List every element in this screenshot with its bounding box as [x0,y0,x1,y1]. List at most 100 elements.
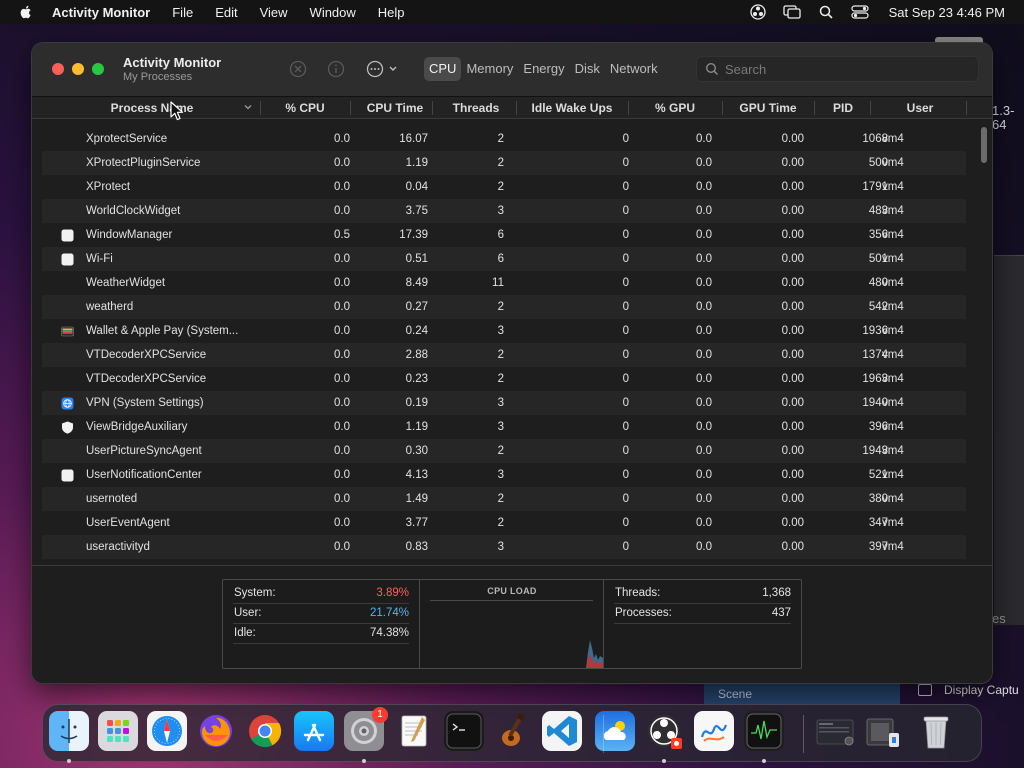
menu-clock[interactable]: Sat Sep 23 4:46 PM [888,4,1005,20]
apple-logo-icon[interactable] [18,4,34,20]
column-cpu-time[interactable]: CPU Time [366,101,424,115]
table-row[interactable]: WorldClockWidget 0.0 3.75 3 0 0.0 0.00 483 vm4 [42,199,966,223]
gpu-time-cell: 0.00 [781,157,804,169]
column-pid[interactable]: PID [832,101,853,115]
safari-icon[interactable] [147,711,187,751]
textedit-icon[interactable] [394,711,434,751]
finder-icon[interactable] [49,711,89,751]
window-preview-2[interactable] [863,711,903,751]
cpu-time-cell: 17.39 [399,229,428,241]
user-cell: vm4 [882,229,904,241]
menu-file[interactable]: File [172,4,194,20]
table-row[interactable]: VPN (System Settings) 0.0 0.19 3 0 0.0 0.00 194… [42,391,966,415]
process-name-cell: XProtect [86,181,131,193]
table-row[interactable]: Wi-Fi 0.0 0.51 6 0 0.0 0.00 501 vm4 [42,247,966,271]
processes-stat: Processes: 437 [614,604,791,624]
table-row[interactable]: VTDecoderXPCService 0.0 2.88 2 0 0.0 0.00 1374 v… [42,343,966,367]
column-user[interactable]: User [906,101,934,115]
trash-icon[interactable] [916,711,956,751]
gpu-percent-cell: 0.0 [696,493,712,505]
chrome-icon[interactable] [245,711,285,751]
system-value: 3.89% [376,587,409,599]
user-stat: User: 21.74% [233,604,409,624]
table-row[interactable]: ViewBridgeAuxiliary 0.0 1.19 3 0 0.0 0.00 396 vm… [42,415,966,439]
stop-process-button[interactable] [288,59,308,79]
table-scrollbar-thumb[interactable] [981,127,987,163]
table-row[interactable]: XProtectPluginService 0.0 1.19 2 0 0.0 0.00 500… [42,151,966,175]
firefox-icon[interactable] [196,711,236,751]
idle-wake-ups-cell: 0 [622,253,629,265]
menu-bar: Activity Monitor File Edit View Window H… [0,0,1024,24]
close-window-button[interactable] [52,63,64,75]
sort-chevron-down-icon[interactable] [243,102,253,112]
threads-cell: 2 [497,157,504,169]
table-row[interactable]: UserPictureSyncAgent 0.0 0.30 2 0 0.0 0.00 1943… [42,439,966,463]
table-row[interactable]: useractivityd 0.0 0.83 3 0 0.0 0.00 397 vm4 [42,535,966,559]
app-store-icon[interactable] [294,711,334,751]
column-threads[interactable]: Threads [452,101,500,115]
freeform-icon[interactable] [694,711,734,751]
search-input[interactable] [725,61,965,77]
thread-process-counts: Threads: 1,368 Processes: 437 [604,580,801,668]
screen-mirroring-icon[interactable] [781,4,803,20]
background-scene-label: Scene [704,684,900,704]
terminal-icon[interactable] [444,711,484,751]
cpu-percent-cell: 0.0 [334,469,350,481]
cpu-time-cell: 1.19 [405,421,428,433]
tab-network[interactable]: Network [609,61,658,76]
weather-icon[interactable] [595,711,635,751]
column-process-name[interactable]: Process Name [110,101,194,115]
threads-cell: 3 [497,325,504,337]
search-field[interactable] [696,56,979,82]
minimize-window-button[interactable] [72,63,84,75]
gpu-time-cell: 0.00 [781,397,804,409]
menu-view[interactable]: View [259,4,288,20]
table-row[interactable]: WindowManager 0.5 17.39 6 0 0.0 0.00 356 vm4 [42,223,966,247]
obs-status-icon[interactable] [747,4,769,20]
user-cell: vm4 [882,493,904,505]
garageband-icon[interactable] [493,711,533,751]
menu-edit[interactable]: Edit [215,4,238,20]
tab-memory[interactable]: Memory [466,61,514,76]
table-scrollbar-track[interactable] [977,125,991,563]
spotlight-search-icon[interactable] [815,4,837,20]
column-separator [628,101,629,115]
column-gpu-percent[interactable]: % GPU [654,101,695,115]
menu-help[interactable]: Help [377,4,405,20]
table-row[interactable]: UserNotificationCenter 0.0 4.13 3 0 0.0 0.00 52… [42,463,966,487]
activity-monitor-icon[interactable] [744,711,784,751]
obs-icon[interactable] [644,711,684,751]
table-row[interactable]: weatherd 0.0 0.27 2 0 0.0 0.00 542 vm4 [42,295,966,319]
tab-disk[interactable]: Disk [574,61,600,76]
vscode-icon[interactable] [542,711,582,751]
table-row[interactable]: XProtect 0.0 0.04 2 0 0.0 0.00 1791 vm4 [42,175,966,199]
user-cell: vm4 [882,421,904,433]
window-preview-1[interactable] [815,711,855,751]
table-row[interactable]: UserEventAgent 0.0 3.77 2 0 0.0 0.00 347 vm4 [42,511,966,535]
dock-separator [603,715,604,753]
table-row[interactable]: VTDecoderXPCService 0.0 0.23 2 0 0.0 0.00 1963 v… [42,367,966,391]
process-name-cell: UserNotificationCenter [86,469,202,481]
table-row[interactable]: XprotectService 0.0 16.07 2 0 0.0 0.00 1068 vm4 [42,127,966,151]
gpu-time-cell: 0.00 [781,349,804,361]
column-cpu-percent[interactable]: % CPU [285,101,325,115]
column-gpu-time[interactable]: GPU Time [739,101,797,115]
table-row[interactable]: WeatherWidget 0.0 8.49 11 0 0.0 0.00 480 vm4 [42,271,966,295]
more-actions-button[interactable] [366,59,404,79]
tab-energy[interactable]: Energy [523,61,565,76]
menu-window[interactable]: Window [309,4,356,20]
gpu-time-cell: 0.00 [781,301,804,313]
zoom-window-button[interactable] [92,63,104,75]
idle-stat: Idle: 74.38% [233,624,409,644]
menu-app-name[interactable]: Activity Monitor [52,4,151,20]
tab-cpu[interactable]: CPU [424,57,462,81]
table-row[interactable]: usernoted 0.0 1.49 2 0 0.0 0.00 380 vm4 [42,487,966,511]
launchpad-icon[interactable] [98,711,138,751]
inspect-process-button[interactable] [326,59,346,79]
cpu-percent-cell: 0.0 [334,325,350,337]
column-idle-wake-ups[interactable]: Idle Wake Ups [531,101,613,115]
control-center-icon[interactable] [849,4,871,20]
process-name-cell: WindowManager [86,229,173,241]
threads-stat: Threads: 1,368 [614,584,791,604]
table-row[interactable]: Wallet & Apple Pay (System... 0.0 0.24 3 0 0.… [42,319,966,343]
